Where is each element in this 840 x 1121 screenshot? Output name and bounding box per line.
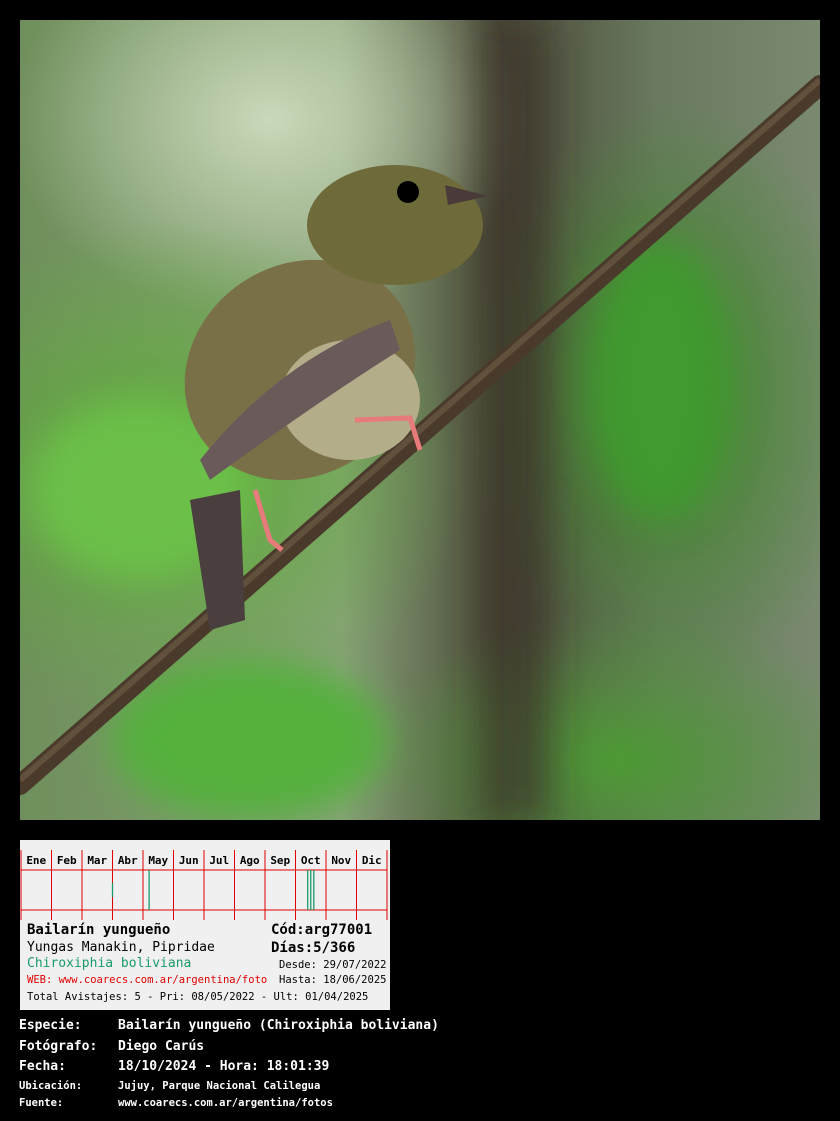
month-label-sep: Sep: [270, 854, 290, 867]
especie-label: Especie:: [19, 1018, 82, 1033]
month-label-abr: Abr: [118, 854, 138, 867]
month-label-jul: Jul: [209, 854, 229, 867]
species-card: Ene Feb Mar Abr May Jun Jul Ago Sep Oct Nov Dic Bai…: [20, 840, 390, 1010]
month-label-ago: Ago: [240, 854, 260, 867]
desde-date: Desde: 29/07/2022: [279, 959, 387, 971]
fotografo-row: Fotógrafo: Diego Carús: [19, 1039, 204, 1054]
bird-tail: [190, 490, 245, 630]
month-label-may: May: [148, 854, 168, 867]
bird-beak: [445, 185, 488, 205]
month-label-mar: Mar: [87, 854, 107, 867]
english-name: Yungas Manakin, Pipridae: [27, 940, 215, 955]
fotografo-value: Diego Carús: [118, 1039, 205, 1054]
fecha-row: Fecha: 18/10/2024 - Hora: 18:01:39: [19, 1059, 329, 1074]
month-chart: Ene Feb Mar Abr May Jun Jul Ago Sep Oct Nov Dic: [20, 850, 388, 920]
ubicacion-row: Ubicación: Jujuy, Parque Nacional Calileg…: [19, 1080, 320, 1092]
branch-highlight: [20, 77, 820, 783]
month-label-jun: Jun: [179, 854, 199, 867]
month-label-ene: Ene: [26, 854, 46, 867]
fecha-value: 18/10/2024 - Hora: 18:01:39: [118, 1059, 330, 1074]
month-label-oct: Oct: [301, 854, 321, 867]
month-label-dic: Dic: [362, 854, 382, 867]
bird-photo: [20, 20, 820, 820]
ubicacion-label: Ubicación:: [19, 1080, 83, 1092]
branch: [20, 75, 820, 795]
fuente-label: Fuente:: [19, 1097, 64, 1109]
ubicacion-value: Jujuy, Parque Nacional Calilegua: [118, 1080, 321, 1092]
background-leaf: [590, 240, 730, 520]
fotografo-label: Fotógrafo:: [19, 1039, 98, 1054]
especie-row: Especie: Bailarín yungueño (Chiroxiphia b…: [19, 1018, 439, 1033]
month-label-nov: Nov: [331, 854, 351, 867]
photo-illustration: [20, 20, 820, 820]
bird-wing: [200, 320, 400, 480]
blurred-foliage: [30, 20, 730, 820]
totals: Total Avistajes: 5 - Pri: 08/05/2022 - U…: [27, 991, 369, 1003]
scientific-name: Chiroxiphia boliviana: [27, 956, 192, 971]
bird-head: [307, 165, 483, 285]
fuente-value: www.coarecs.com.ar/argentina/fotos: [118, 1097, 333, 1109]
species-code: Cód:arg77001: [271, 922, 373, 938]
especie-value: Bailarín yungueño (Chiroxiphia boliviana…: [118, 1018, 439, 1033]
background-leaf: [30, 400, 250, 580]
background-leaf: [110, 660, 390, 820]
background-trunk: [480, 20, 550, 820]
fuente-row: Fuente: www.coarecs.com.ar/argentina/foto…: [19, 1097, 333, 1109]
fecha-label: Fecha:: [19, 1059, 66, 1074]
hasta-date: Hasta: 18/06/2025: [279, 974, 387, 986]
month-label-feb: Feb: [57, 854, 77, 867]
days-count: Días:5/366: [271, 940, 356, 956]
common-name: Bailarín yungueño: [27, 922, 171, 938]
bird-eye: [397, 181, 419, 203]
bird-legs: [252, 415, 423, 552]
web-link[interactable]: WEB: www.coarecs.com.ar/argentina/foto: [27, 974, 268, 986]
